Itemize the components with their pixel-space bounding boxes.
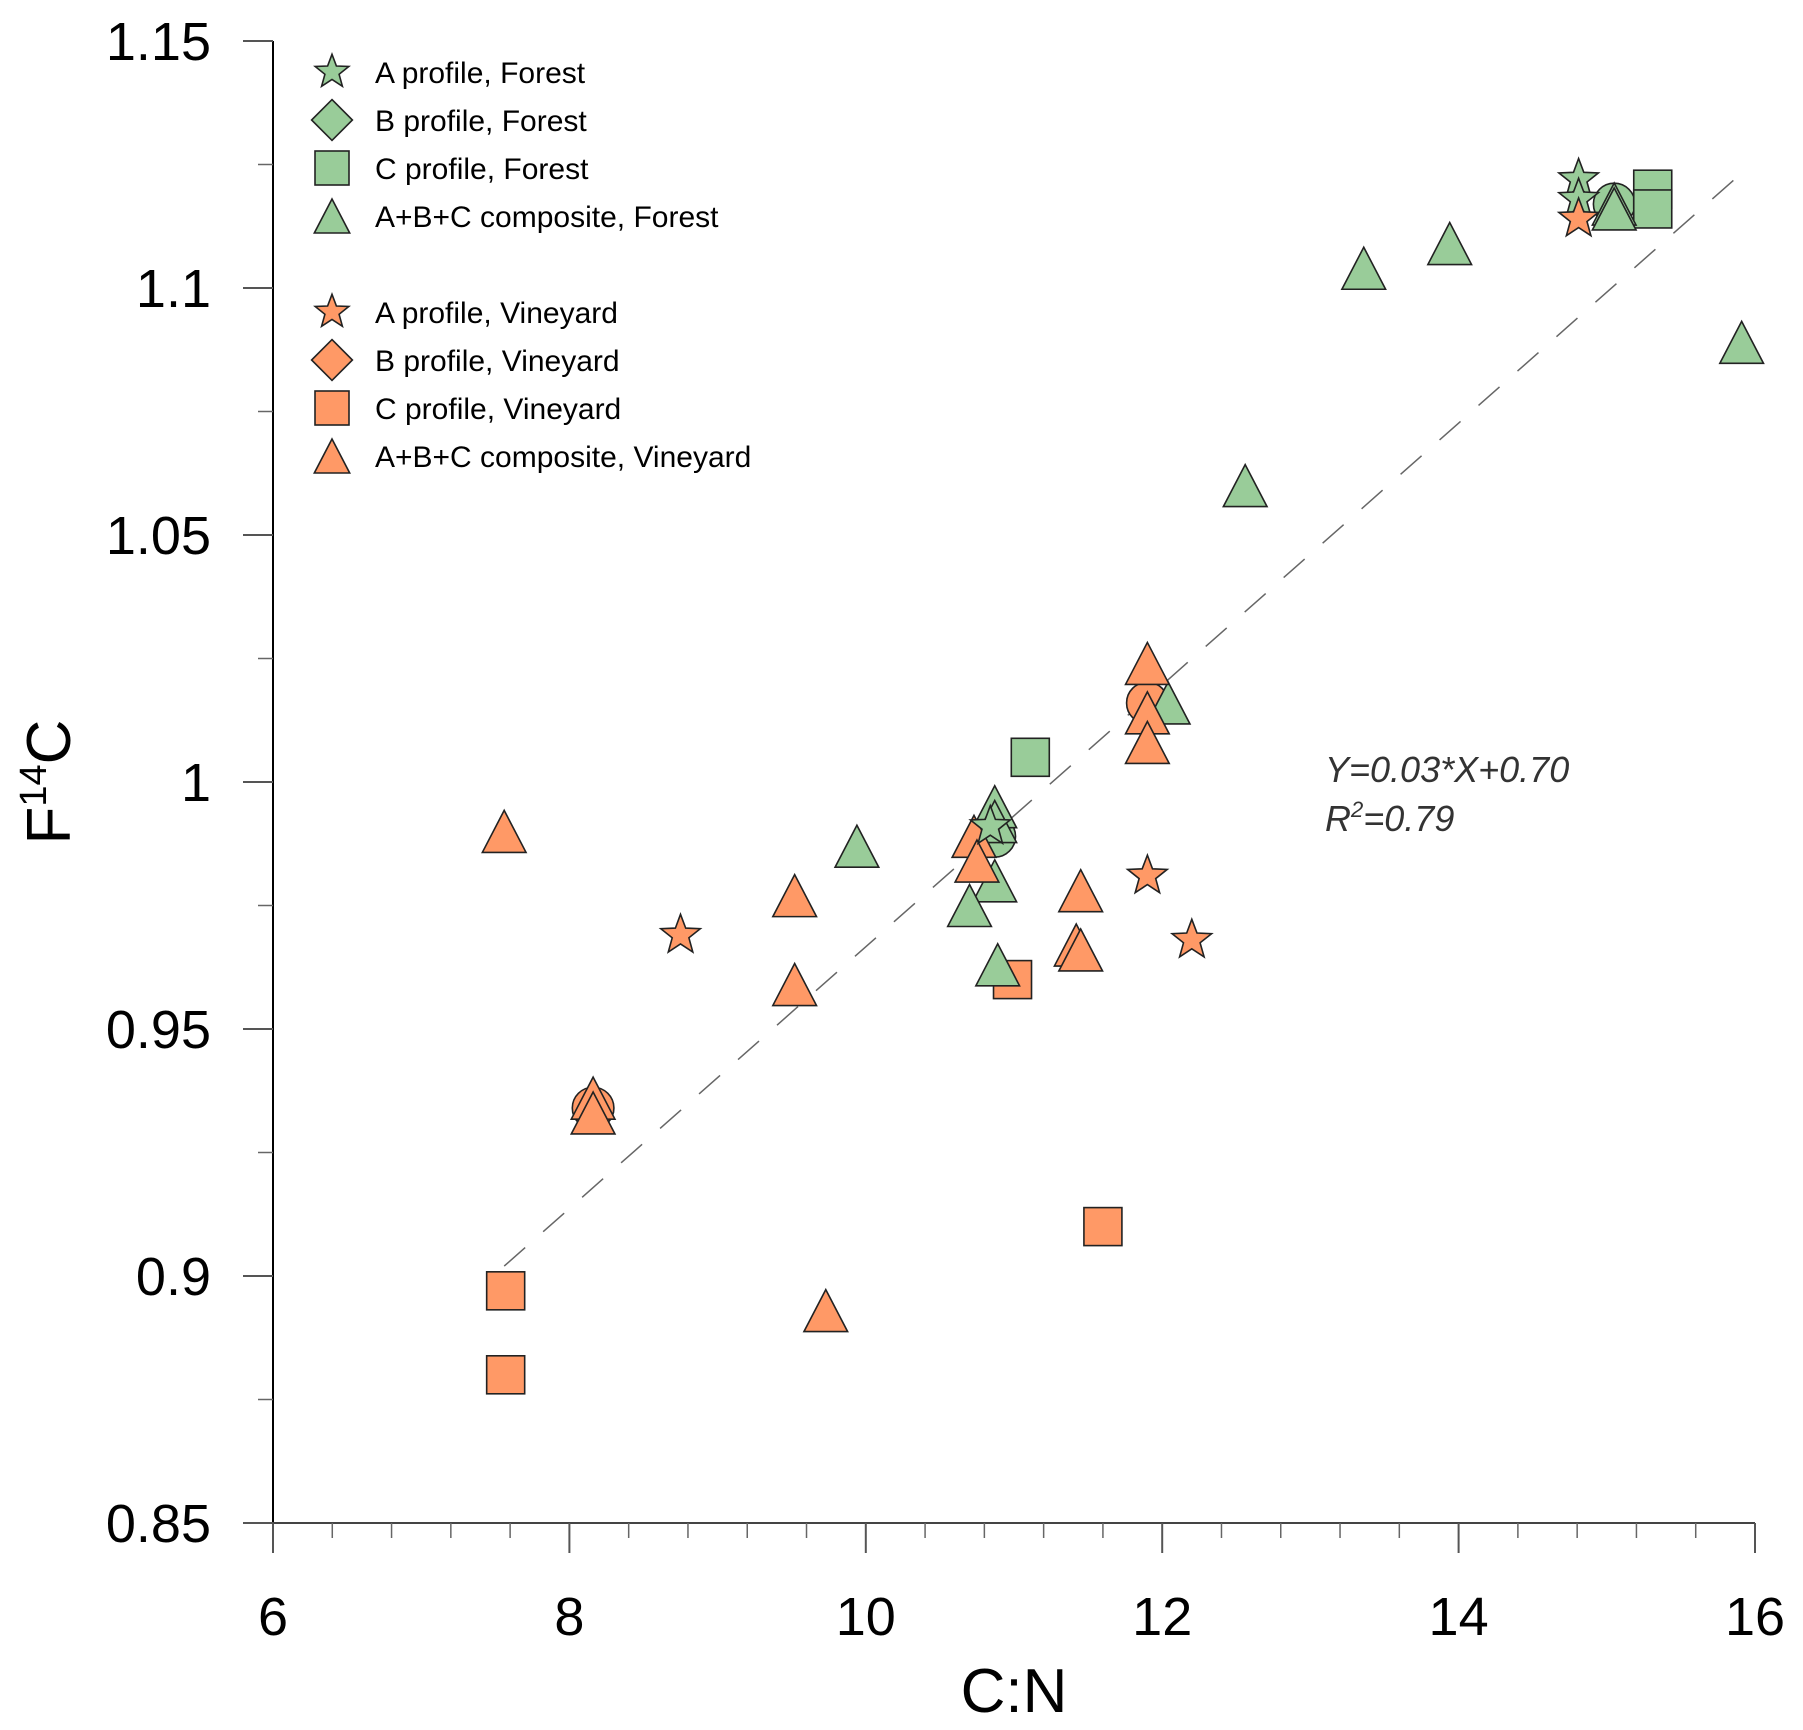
x-axis-title: C:N bbox=[961, 1657, 1068, 1726]
data-point-vineyard-square bbox=[485, 1271, 526, 1311]
data-point-vineyard-star bbox=[1556, 195, 1601, 238]
x-tick-label: 16 bbox=[1725, 1587, 1785, 1647]
data-point-forest-triangle bbox=[1340, 245, 1387, 291]
legend-marker-vineyard-diamond bbox=[310, 338, 354, 382]
r-squared-label: R2=0.79 bbox=[1325, 797, 1454, 839]
regression-line-group bbox=[503, 173, 1741, 1267]
data-point-forest-triangle bbox=[833, 823, 881, 869]
legend-marker-vineyard-square bbox=[314, 390, 350, 426]
data-point-vineyard-star bbox=[1125, 852, 1170, 895]
y-tick-label: 0.95 bbox=[106, 1000, 211, 1060]
legend-label: A profile, Vineyard bbox=[375, 297, 618, 330]
y-tick-label: 1 bbox=[181, 753, 211, 813]
y-axis-title-rest: C bbox=[15, 720, 84, 765]
data-point-vineyard-star bbox=[1169, 917, 1214, 959]
data-point-vineyard-triangle bbox=[802, 1287, 849, 1333]
legend-label: A profile, Forest bbox=[375, 57, 586, 90]
legend-label: B profile, Vineyard bbox=[375, 345, 620, 378]
data-point-vineyard-triangle bbox=[1057, 927, 1104, 972]
axes: 6 8 10 12 14 16 0.85 0.9 0.95 1 1.05 1.1 1.15 bbox=[106, 12, 1785, 1647]
y-tick-label: 1.15 bbox=[106, 12, 211, 72]
legend-label: C profile, Forest bbox=[375, 153, 589, 186]
data-point-forest-triangle bbox=[1222, 462, 1269, 508]
legend-label: A+B+C composite, Vineyard bbox=[375, 441, 751, 474]
data-point-forest-star bbox=[968, 803, 1013, 846]
y-tick-label: 0.9 bbox=[136, 1247, 211, 1307]
data-point-vineyard-triangle bbox=[481, 808, 528, 854]
x-tick-label: 10 bbox=[836, 1587, 896, 1647]
data-point-vineyard-triangle bbox=[953, 838, 1001, 883]
data-point-vineyard-triangle bbox=[569, 1090, 617, 1135]
legend-marker-forest-triangle bbox=[313, 197, 351, 234]
data-point-forest-triangle bbox=[1718, 319, 1765, 365]
data-point-vineyard-triangle bbox=[1057, 867, 1104, 913]
y-tick-label: 0.85 bbox=[106, 1494, 211, 1554]
legend-label: C profile, Vineyard bbox=[375, 393, 621, 426]
legend: A profile, Forest B profile, Forest C prof… bbox=[310, 52, 751, 474]
legend-label: A+B+C composite, Forest bbox=[375, 201, 719, 234]
data-point-forest-square bbox=[1632, 189, 1673, 229]
data-point-forest-triangle bbox=[1591, 186, 1638, 231]
legend-marker-vineyard-triangle bbox=[313, 437, 351, 474]
legend-marker-forest-star bbox=[313, 52, 351, 89]
y-tick-label: 1.05 bbox=[106, 506, 211, 566]
data-point-forest-triangle bbox=[1426, 220, 1473, 266]
x-tick-label: 14 bbox=[1429, 1587, 1489, 1647]
y-axis-title-base: F bbox=[15, 807, 84, 845]
legend-label: B profile, Forest bbox=[375, 105, 587, 138]
legend-marker-forest-diamond bbox=[310, 98, 354, 142]
data-points bbox=[481, 156, 1765, 1395]
legend-marker-vineyard-star bbox=[313, 292, 351, 329]
data-point-forest-triangle bbox=[946, 882, 993, 928]
x-tick-label: 12 bbox=[1132, 1587, 1192, 1647]
r-squared-value: =0.79 bbox=[1363, 798, 1454, 839]
data-point-vineyard-triangle bbox=[771, 872, 818, 918]
regression-line bbox=[503, 173, 1741, 1267]
data-point-vineyard-square bbox=[1083, 1206, 1123, 1247]
y-axis-title-superscript: 14 bbox=[13, 764, 55, 806]
legend-marker-forest-square bbox=[314, 150, 350, 186]
y-axis-title: F14C bbox=[13, 720, 84, 845]
r-squared-base: R bbox=[1325, 798, 1351, 839]
data-point-forest-square bbox=[1010, 737, 1051, 778]
x-tick-label: 6 bbox=[258, 1587, 288, 1647]
data-point-forest-triangle bbox=[974, 942, 1021, 987]
y-tick-label: 1.1 bbox=[136, 259, 211, 319]
regression-equation: Y=0.03*X+0.70 bbox=[1325, 749, 1569, 790]
r-squared-superscript: 2 bbox=[1350, 797, 1363, 822]
data-point-vineyard-triangle bbox=[1124, 640, 1171, 686]
data-point-vineyard-star bbox=[658, 912, 703, 954]
data-point-vineyard-triangle bbox=[771, 961, 818, 1007]
data-point-vineyard-triangle bbox=[1124, 719, 1171, 765]
data-point-vineyard-square bbox=[485, 1355, 526, 1395]
x-tick-label: 8 bbox=[554, 1587, 584, 1647]
